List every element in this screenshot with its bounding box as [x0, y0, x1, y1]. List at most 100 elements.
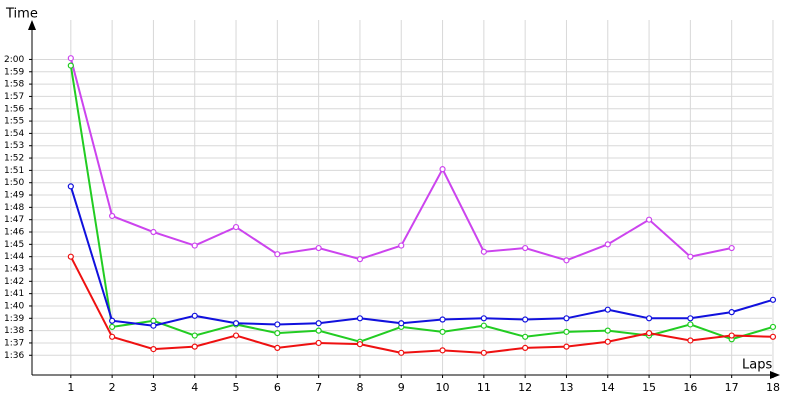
x-tick-label: 13 [559, 381, 573, 394]
data-point [315, 244, 322, 252]
x-tick-label: 15 [642, 381, 656, 394]
data-point [232, 320, 240, 327]
data-point [522, 344, 529, 351]
x-tick-label: 7 [315, 381, 322, 394]
data-point [604, 338, 611, 345]
data-point [604, 241, 611, 248]
y-tick-label: 1:55 [4, 117, 24, 127]
data-point [645, 216, 653, 223]
data-point [439, 316, 446, 323]
data-point [191, 332, 198, 339]
y-tick-label: 1:58 [4, 80, 24, 90]
y-tick-label: 1:56 [4, 104, 24, 114]
data-point [522, 316, 529, 323]
y-tick-label: 1:45 [4, 240, 24, 250]
y-tick-label: 2:00 [4, 55, 24, 65]
data-point [67, 183, 74, 190]
data-point [356, 256, 364, 263]
x-tick-label: 1 [67, 381, 74, 394]
data-point [191, 343, 198, 350]
data-point [109, 333, 116, 340]
x-tick-label: 8 [356, 381, 363, 394]
data-point [67, 55, 74, 62]
x-tick-label: 12 [518, 381, 532, 394]
data-point [398, 320, 405, 327]
data-point [645, 329, 653, 337]
x-tick-label: 2 [109, 381, 116, 394]
y-tick-label: 1:36 [4, 351, 24, 361]
data-point [398, 349, 405, 356]
data-point [109, 323, 116, 331]
y-tick-label: 1:42 [4, 277, 24, 287]
data-point [769, 323, 777, 331]
data-point [274, 321, 281, 328]
data-point [150, 346, 157, 353]
x-tick-label: 18 [766, 381, 780, 394]
data-point [67, 253, 74, 260]
y-tick-label: 1:48 [4, 203, 24, 213]
data-point [769, 296, 777, 303]
data-point [563, 315, 570, 322]
data-point [480, 315, 487, 322]
data-point [480, 349, 487, 356]
data-point [439, 328, 446, 335]
x-tick-label: 14 [601, 381, 615, 394]
y-tick-label: 1:52 [4, 154, 24, 164]
data-point [315, 327, 322, 334]
data-point [398, 242, 405, 249]
data-point [522, 244, 529, 252]
data-point [439, 347, 446, 354]
data-point [645, 315, 653, 322]
x-tick-label: 16 [683, 381, 697, 394]
data-point [150, 228, 157, 236]
data-point [522, 333, 529, 340]
data-point [109, 212, 116, 220]
x-tick-label: 5 [233, 381, 240, 394]
x-tick-label: 9 [398, 381, 405, 394]
data-point [150, 322, 157, 329]
data-point [480, 322, 487, 329]
series-line [69, 256, 774, 354]
data-point [687, 315, 694, 322]
data-point [109, 317, 116, 324]
y-tick-label: 1:49 [4, 191, 24, 201]
x-tick-label: 3 [150, 381, 157, 394]
data-point [728, 309, 735, 316]
y-tick-label: 1:37 [4, 338, 24, 348]
y-tick-label: 1:59 [4, 67, 24, 77]
series-line [69, 65, 774, 343]
data-point [439, 166, 446, 173]
data-point [769, 333, 777, 340]
x-tick-label: 11 [477, 381, 491, 394]
x-tick-label: 10 [436, 381, 450, 394]
y-tick-label: 1:41 [4, 289, 24, 299]
data-point [274, 251, 281, 258]
x-tick-label: 6 [274, 381, 281, 394]
y-tick-label: 1:53 [4, 141, 24, 151]
y-tick-label: 1:46 [4, 228, 24, 238]
data-point [274, 329, 281, 337]
y-tick-label: 1:51 [4, 166, 24, 176]
y-axis-arrow [28, 20, 36, 30]
data-point [232, 332, 240, 339]
data-point [67, 62, 74, 69]
y-tick-label: 1:50 [4, 178, 24, 188]
data-point [232, 223, 240, 231]
y-tick-label: 1:39 [4, 314, 24, 324]
data-point [728, 244, 735, 252]
y-tick-label: 1:44 [4, 252, 24, 262]
data-point [563, 343, 570, 350]
data-point [604, 306, 611, 313]
data-point [274, 344, 281, 351]
data-point [191, 312, 198, 319]
data-point [356, 341, 364, 348]
y-axis-title: Time [5, 7, 38, 22]
data-point [687, 253, 694, 260]
data-point [315, 339, 322, 347]
x-tick-label: 17 [725, 381, 739, 394]
y-tick-label: 1:40 [4, 301, 24, 311]
x-axis-title: Laps [742, 358, 772, 373]
series-line [69, 186, 774, 327]
y-tick-label: 1:43 [4, 264, 24, 274]
